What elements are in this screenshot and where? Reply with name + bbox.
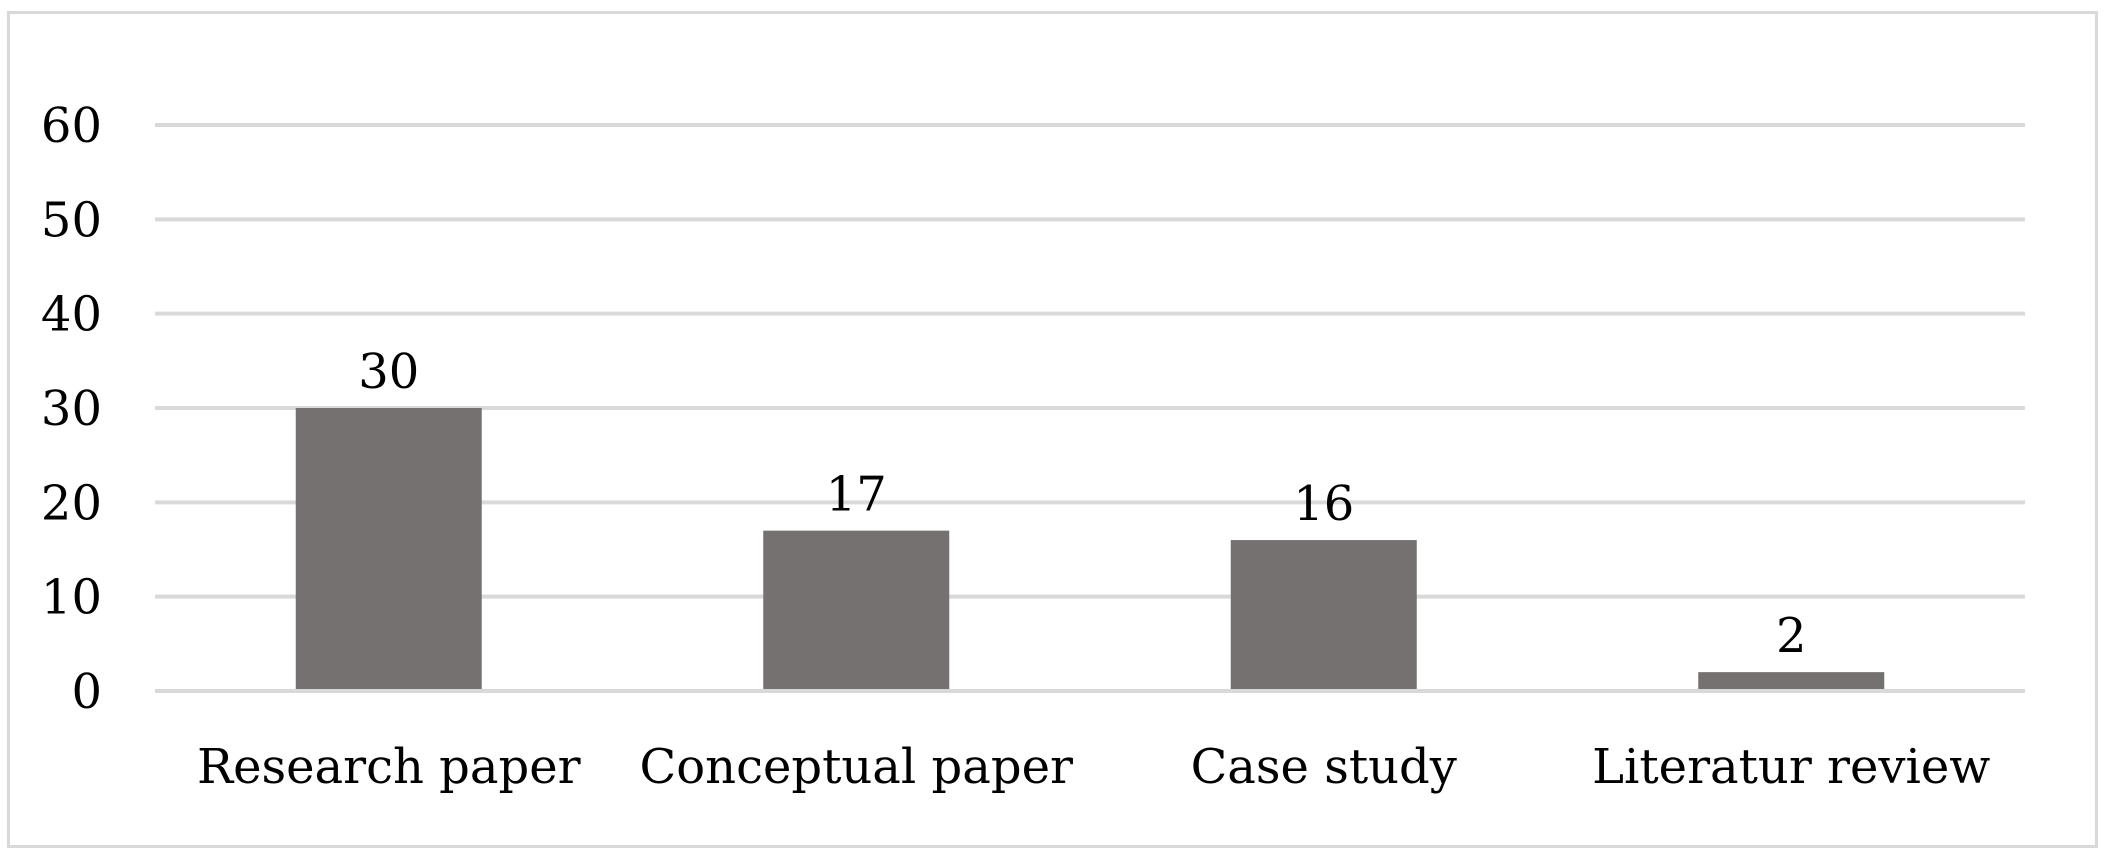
data-label: 17 bbox=[826, 467, 887, 523]
x-category-label: Research paper bbox=[197, 739, 581, 795]
y-tick-label: 0 bbox=[71, 664, 102, 720]
y-tick-label: 20 bbox=[41, 475, 102, 531]
bar bbox=[763, 530, 950, 691]
bar bbox=[1230, 540, 1417, 691]
y-tick-label: 40 bbox=[41, 287, 102, 343]
bar bbox=[295, 408, 482, 691]
y-tick-label: 60 bbox=[41, 98, 102, 154]
x-category-label: Literatur review bbox=[1592, 739, 1990, 795]
y-tick-label: 30 bbox=[41, 381, 102, 437]
x-category-label: Case study bbox=[1191, 739, 1457, 795]
data-label: 30 bbox=[358, 344, 419, 400]
data-label: 2 bbox=[1776, 608, 1807, 664]
y-tick-label: 50 bbox=[41, 192, 102, 248]
y-tick-label: 10 bbox=[41, 570, 102, 626]
bars bbox=[295, 408, 1885, 691]
bar bbox=[1698, 672, 1885, 691]
data-label: 16 bbox=[1293, 476, 1354, 532]
labels: 0 10 20 30 40 50 60 30 Research paper 17 Conceptua… bbox=[41, 98, 1990, 795]
x-category-label: Conceptual paper bbox=[640, 739, 1073, 795]
